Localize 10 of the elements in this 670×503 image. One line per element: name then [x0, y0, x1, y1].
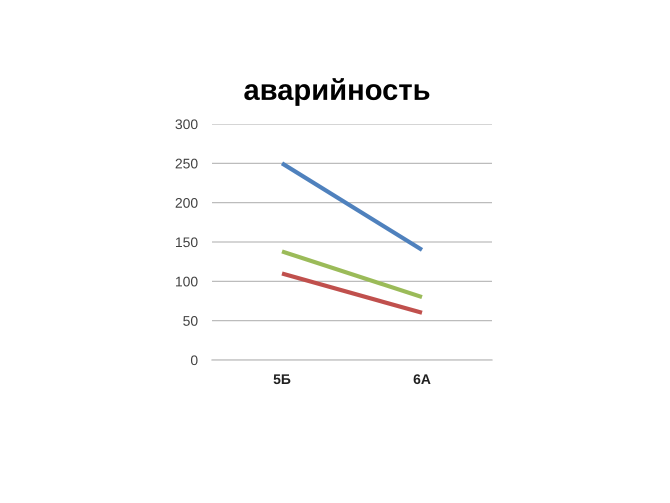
y-tick-label: 50: [183, 316, 198, 326]
y-tick-label: 0: [190, 355, 198, 366]
y-tick-label: 200: [176, 198, 198, 208]
y-tick-label: 250: [176, 158, 198, 169]
y-tick-label: 100: [176, 276, 198, 287]
x-tick-label: 6А: [414, 374, 431, 384]
chart-title: аварийность: [244, 78, 430, 106]
x-tick-label: 5Б: [274, 374, 290, 384]
y-tick-label: 150: [176, 237, 198, 248]
y-tick-label: 300: [175, 119, 198, 130]
